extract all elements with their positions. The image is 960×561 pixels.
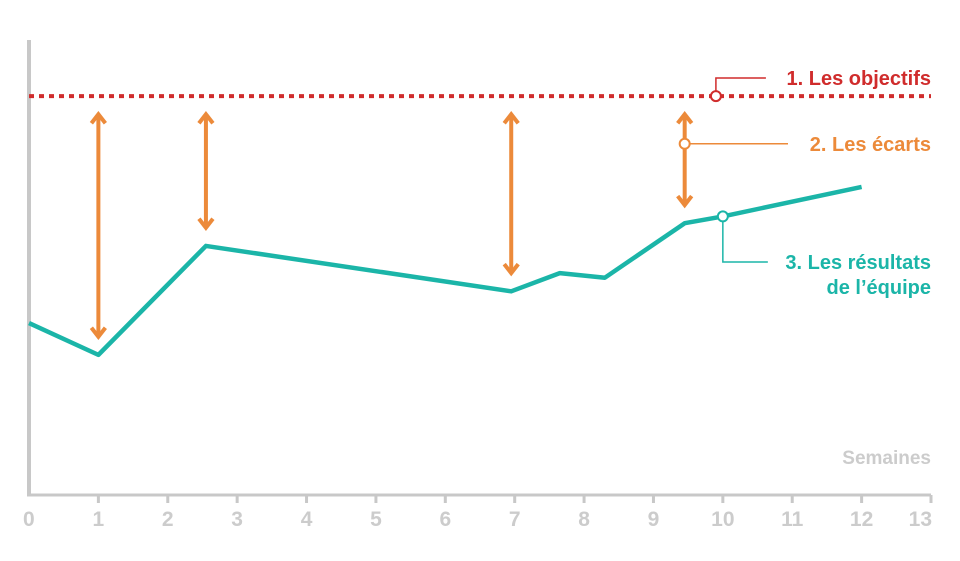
gap-arrow-head-bottom [197,217,215,232]
x-tick-label: 6 [439,508,451,531]
annotation-results-line1: 3. Les résultats [785,252,931,274]
x-tick-label: 10 [711,508,734,531]
annotation-objectives: 1. Les objectifs [787,68,932,90]
x-axis-ticks: 0 1 2 3 4 5 6 7 8 9 10 11 12 13 [23,495,933,531]
gap-arrow-head-bottom [676,194,694,209]
x-tick-label: 12 [850,508,873,531]
gap-arrow-head-top [197,111,215,125]
x-tick-label: 3 [231,508,243,531]
x-tick-label: 9 [648,508,660,531]
results-line [28,184,863,358]
chart-axes [27,40,931,497]
gap-arrow [502,111,520,277]
gap-arrow-head-top [502,111,520,125]
gap-arrows [89,111,694,340]
annotation-gaps: 2. Les écarts [810,134,931,156]
x-tick-label: 7 [509,508,521,531]
x-tick-label: 1 [93,508,105,531]
annotation-results-line2: de l’équipe [827,277,931,299]
gap-arrow [197,111,215,232]
x-tick-label: 2 [162,508,174,531]
objectives-leader-line [715,77,766,97]
gap-arrow-head-top [676,111,694,125]
gap-arrow-head-bottom [89,326,107,340]
results-series-line [28,184,863,358]
gap-arrow-head-top [89,111,107,125]
results-marker [716,210,729,223]
gaps-marker [678,137,691,150]
x-tick-label: 11 [781,508,804,531]
x-tick-label: 13 [909,508,932,531]
gap-arrow [89,111,107,340]
x-axis-label: Semaines [842,448,931,469]
objectives-marker [709,90,722,103]
annotations: 1. Les objectifs 2. Les écarts 3. Les ré… [678,68,932,299]
results-leader-line [722,216,768,263]
x-tick-label: 5 [370,508,382,531]
gap-arrow [676,111,694,209]
x-tick-label: 8 [578,508,590,531]
x-tick-label: 0 [23,508,35,531]
gap-arrow-head-bottom [502,262,520,277]
x-tick-label: 4 [301,508,313,531]
